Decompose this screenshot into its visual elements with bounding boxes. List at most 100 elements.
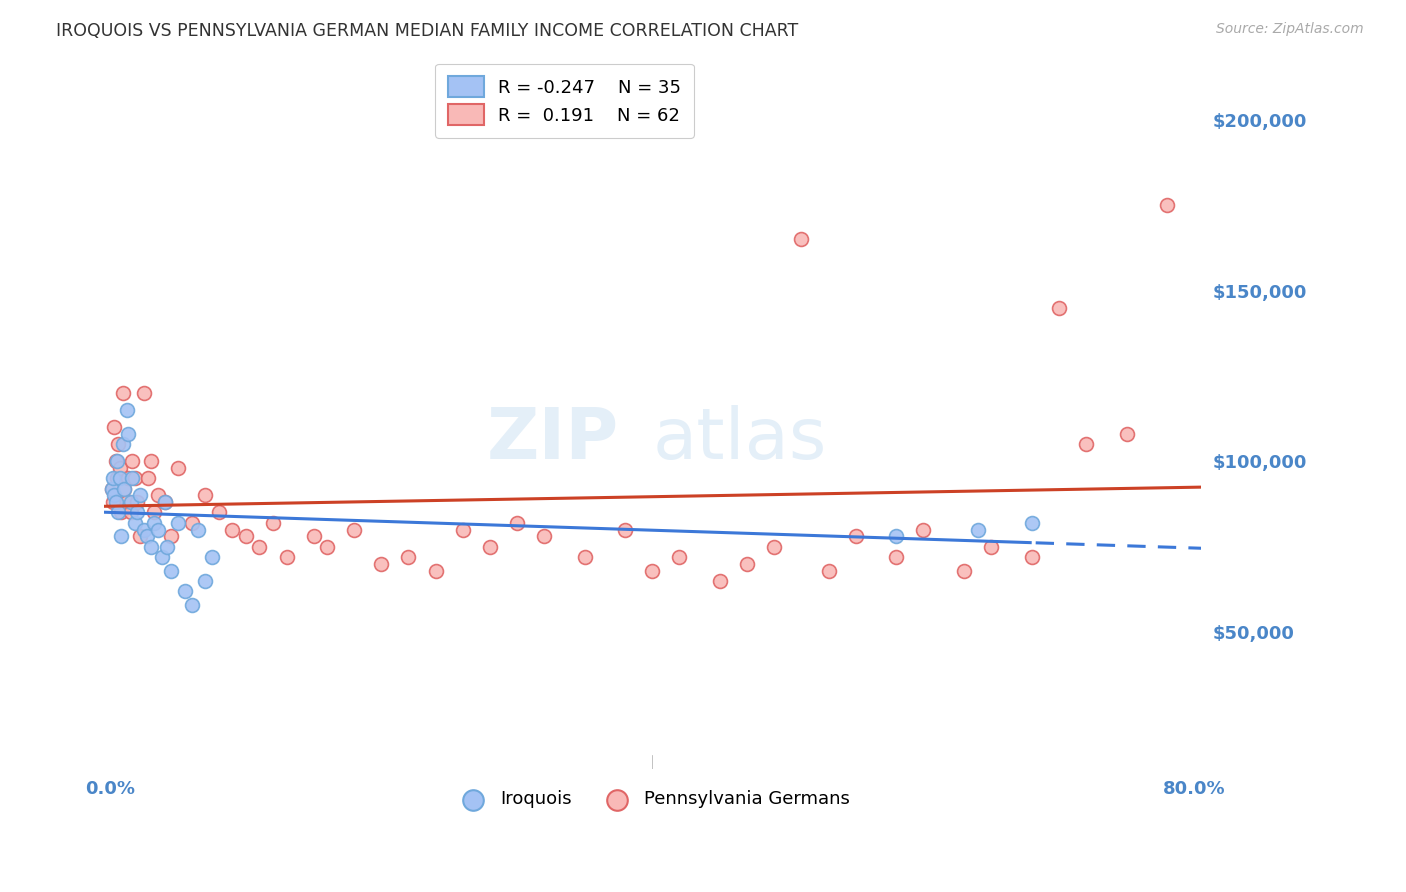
Point xyxy=(134,523,156,537)
Point xyxy=(641,564,664,578)
Point xyxy=(194,574,217,588)
Point xyxy=(173,584,195,599)
Point xyxy=(451,523,474,537)
Point xyxy=(101,495,124,509)
Text: IROQUOIS VS PENNSYLVANIA GERMAN MEDIAN FAMILY INCOME CORRELATION CHART: IROQUOIS VS PENNSYLVANIA GERMAN MEDIAN F… xyxy=(56,22,799,40)
Point xyxy=(134,386,156,401)
Point xyxy=(966,523,988,537)
Point xyxy=(107,437,129,451)
Point xyxy=(111,437,134,451)
Point xyxy=(129,488,152,502)
Point xyxy=(105,471,128,485)
Y-axis label: Median Family Income: Median Family Income xyxy=(0,333,7,504)
Point xyxy=(103,488,125,502)
Point xyxy=(142,516,165,530)
Point xyxy=(180,598,202,612)
Point xyxy=(425,564,447,578)
Point xyxy=(150,549,173,564)
Point xyxy=(112,482,135,496)
Point xyxy=(111,386,134,401)
Point xyxy=(208,506,231,520)
Point xyxy=(110,506,132,520)
Point xyxy=(276,549,298,564)
Point xyxy=(201,549,224,564)
Point xyxy=(790,232,813,246)
Point xyxy=(506,516,529,530)
Point xyxy=(167,516,190,530)
Point xyxy=(262,516,284,530)
Point xyxy=(735,557,758,571)
Point xyxy=(614,523,637,537)
Point xyxy=(110,529,132,543)
Point xyxy=(167,461,190,475)
Point xyxy=(817,564,839,578)
Point xyxy=(136,529,159,543)
Point xyxy=(1156,198,1178,212)
Legend: Iroquois, Pennsylvania Germans: Iroquois, Pennsylvania Germans xyxy=(447,783,858,815)
Point xyxy=(763,540,786,554)
Point xyxy=(316,540,339,554)
Point xyxy=(884,529,907,543)
Point xyxy=(668,549,690,564)
Point xyxy=(117,471,139,485)
Point xyxy=(115,403,138,417)
Point xyxy=(117,426,139,441)
Point xyxy=(574,549,596,564)
Point xyxy=(146,488,169,502)
Point xyxy=(180,516,202,530)
Point xyxy=(101,471,124,485)
Point xyxy=(235,529,257,543)
Point xyxy=(1047,301,1070,315)
Point xyxy=(104,454,127,468)
Point xyxy=(142,506,165,520)
Point xyxy=(139,540,162,554)
Point xyxy=(146,523,169,537)
Point xyxy=(343,523,366,537)
Text: Source: ZipAtlas.com: Source: ZipAtlas.com xyxy=(1216,22,1364,37)
Point xyxy=(912,523,935,537)
Point xyxy=(302,529,325,543)
Point xyxy=(953,564,976,578)
Point xyxy=(160,529,183,543)
Point xyxy=(115,495,138,509)
Point xyxy=(124,516,146,530)
Point xyxy=(533,529,555,543)
Point xyxy=(1021,549,1043,564)
Text: ZIP: ZIP xyxy=(488,405,620,474)
Point xyxy=(127,506,149,520)
Point xyxy=(136,471,159,485)
Point xyxy=(398,549,420,564)
Point xyxy=(120,495,142,509)
Point xyxy=(139,454,162,468)
Point xyxy=(104,495,127,509)
Point xyxy=(370,557,392,571)
Point xyxy=(247,540,270,554)
Point xyxy=(129,529,152,543)
Point xyxy=(112,482,135,496)
Point xyxy=(153,495,176,509)
Point xyxy=(1074,437,1097,451)
Point xyxy=(156,540,179,554)
Point xyxy=(121,471,143,485)
Point xyxy=(1115,426,1137,441)
Point xyxy=(100,482,122,496)
Point xyxy=(884,549,907,564)
Point xyxy=(120,506,142,520)
Point xyxy=(478,540,501,554)
Point xyxy=(153,495,176,509)
Text: atlas: atlas xyxy=(652,405,827,474)
Point xyxy=(845,529,868,543)
Point xyxy=(108,471,131,485)
Point xyxy=(107,506,129,520)
Point xyxy=(709,574,731,588)
Point xyxy=(103,420,125,434)
Point xyxy=(108,461,131,475)
Point xyxy=(980,540,1002,554)
Point xyxy=(124,471,146,485)
Point xyxy=(194,488,217,502)
Point xyxy=(160,564,183,578)
Point xyxy=(121,454,143,468)
Point xyxy=(100,482,122,496)
Point xyxy=(105,454,128,468)
Point xyxy=(221,523,243,537)
